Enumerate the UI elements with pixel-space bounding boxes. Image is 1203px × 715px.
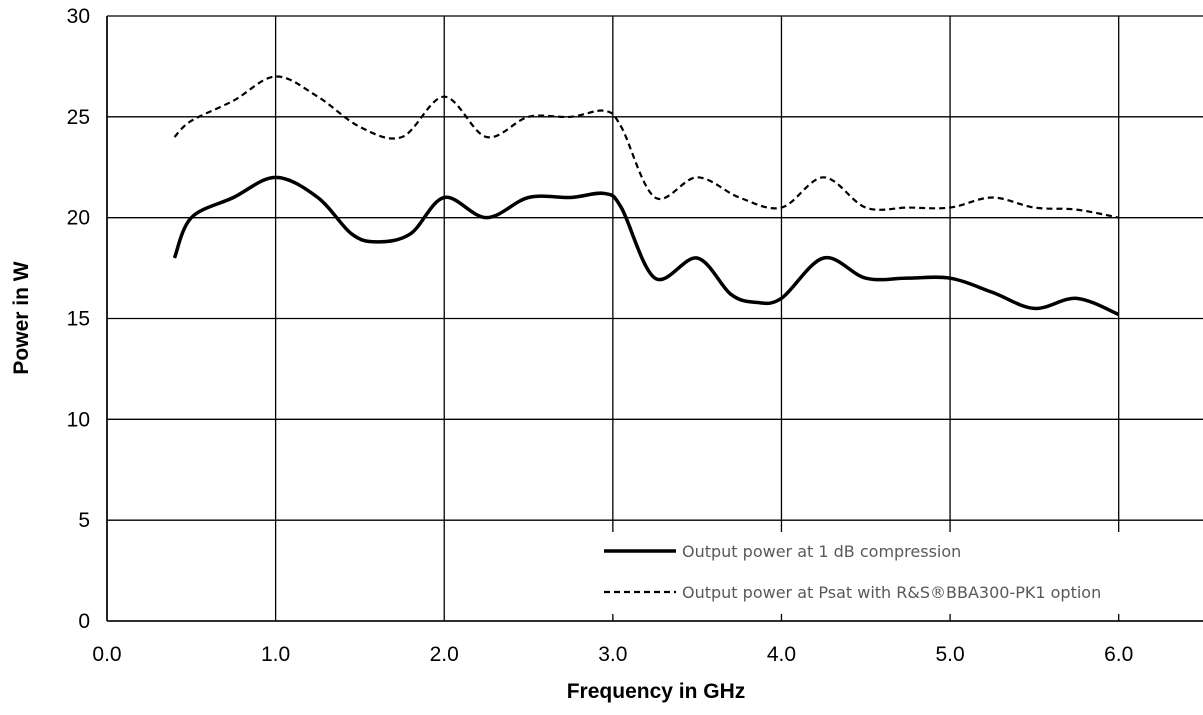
series-line-psat [173, 75, 1119, 219]
x-tick-label: 2.0 [430, 643, 459, 666]
y-tick-label: 0 [78, 610, 90, 633]
y-tick-label: 20 [67, 207, 90, 230]
legend-background [596, 532, 1200, 614]
x-axis-title: Frequency in GHz [567, 680, 746, 703]
x-tick-label: 1.0 [261, 643, 290, 666]
legend-label-1: Output power at Psat with R&S®BBA300-PK1… [682, 583, 1101, 602]
x-tick-label: 6.0 [1104, 643, 1133, 666]
x-tick-label: 0.0 [92, 643, 121, 666]
series-lines [172, 75, 1120, 317]
y-axis-title: Power in W [10, 261, 33, 374]
grid [106, 15, 1203, 622]
axes: 0 5 10 15 20 25 30 0.0 1.0 2.0 3.0 4.0 5.0 6.0 [67, 5, 1203, 666]
y-tick-label: 10 [67, 408, 90, 431]
y-tick-label: 30 [67, 5, 90, 28]
y-tick-label: 5 [78, 509, 90, 532]
legend: Output power at 1 dB compression Output … [596, 532, 1200, 614]
legend-label-0: Output power at 1 dB compression [682, 542, 961, 561]
x-tick-label: 5.0 [935, 643, 964, 666]
x-tick-label: 3.0 [598, 643, 627, 666]
series-line-1db [172, 175, 1120, 317]
y-tick-label: 15 [67, 308, 90, 331]
y-tick-label: 25 [67, 106, 90, 129]
x-tick-label: 4.0 [767, 643, 796, 666]
